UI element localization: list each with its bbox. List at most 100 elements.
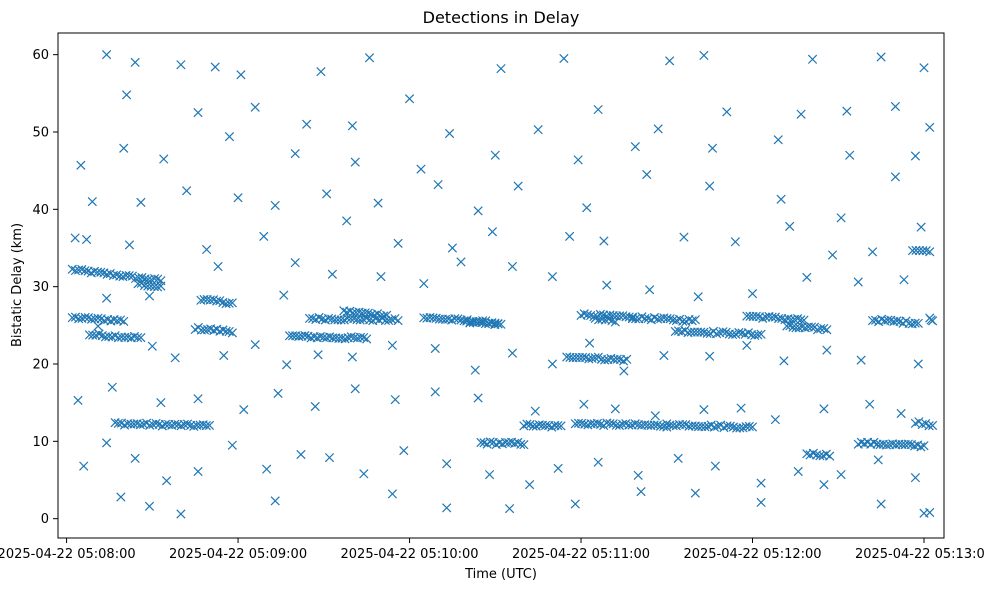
data-point <box>856 355 866 365</box>
data-point <box>336 315 346 325</box>
data-point <box>867 247 878 257</box>
data-point <box>853 277 863 287</box>
data-point <box>201 420 211 431</box>
data-point <box>270 496 280 506</box>
data-point <box>593 457 603 467</box>
data-point <box>524 480 535 490</box>
data-point <box>579 399 589 409</box>
data-point <box>796 109 806 119</box>
data-point <box>727 329 738 340</box>
data-point <box>507 261 518 272</box>
data-point <box>227 440 237 450</box>
data-point <box>753 330 763 340</box>
data-point <box>219 350 229 361</box>
data-point <box>145 420 155 430</box>
data-point <box>176 60 186 70</box>
data-point <box>378 311 389 321</box>
data-point <box>227 328 237 338</box>
data-point <box>416 164 426 174</box>
data-point <box>182 419 193 429</box>
data-point <box>77 264 87 275</box>
data-point <box>73 395 83 405</box>
data-point <box>756 329 766 339</box>
data-point <box>758 313 768 324</box>
data-point <box>159 154 169 164</box>
data-point <box>709 422 720 432</box>
data-point <box>476 437 486 448</box>
data-markers <box>67 50 938 519</box>
data-point <box>592 418 603 428</box>
data-point <box>927 316 938 326</box>
data-point <box>896 408 906 419</box>
data-point <box>181 186 192 196</box>
data-point <box>130 453 140 463</box>
data-point <box>770 415 780 425</box>
data-point <box>747 422 758 432</box>
data-point <box>233 193 243 203</box>
data-point <box>650 411 660 421</box>
data-point <box>890 101 901 112</box>
data-point <box>390 394 400 405</box>
data-point <box>507 348 518 358</box>
data-point <box>327 269 337 279</box>
data-point <box>130 57 140 68</box>
data-point <box>899 275 909 285</box>
data-point <box>705 351 715 361</box>
data-point <box>776 194 786 204</box>
data-point <box>679 232 689 242</box>
data-point <box>364 53 375 63</box>
data-point <box>504 503 515 514</box>
data-point <box>927 420 938 431</box>
data-point <box>730 237 740 247</box>
data-point <box>599 236 609 246</box>
data-point <box>742 340 752 351</box>
data-point <box>718 327 728 337</box>
data-point <box>324 452 335 463</box>
data-point <box>133 279 143 289</box>
data-point <box>101 293 112 303</box>
data-point <box>756 478 766 488</box>
data-point <box>876 499 886 509</box>
data-point <box>262 464 272 474</box>
data-point <box>842 106 852 116</box>
data-point <box>224 326 234 337</box>
data-point <box>149 273 160 284</box>
data-point <box>712 329 722 339</box>
data-point <box>600 355 610 365</box>
data-point <box>570 499 580 509</box>
x-axis-label: Time (UTC) <box>464 567 537 582</box>
y-tick-label: 0 <box>41 512 49 527</box>
data-point <box>914 245 925 256</box>
y-axis: 0 10 20 30 40 50 60 <box>32 48 58 527</box>
y-tick-label: 50 <box>32 125 49 140</box>
data-point <box>610 404 620 414</box>
data-point <box>819 404 829 414</box>
data-point <box>453 314 463 324</box>
data-point <box>176 509 186 519</box>
data-point <box>819 480 829 490</box>
data-point <box>363 308 373 318</box>
data-point <box>547 271 558 282</box>
data-point <box>484 469 495 480</box>
data-point <box>622 354 632 364</box>
data-point <box>516 439 526 450</box>
data-point <box>807 54 818 64</box>
data-point <box>133 332 143 343</box>
x-tick-label: 2025-04-22 05:12:00 <box>683 547 821 562</box>
data-point <box>876 52 886 62</box>
data-point <box>136 332 146 343</box>
data-point <box>573 155 583 165</box>
data-point <box>582 203 592 213</box>
data-point <box>890 172 901 182</box>
data-point <box>96 267 106 277</box>
data-point <box>218 325 228 335</box>
data-point <box>924 421 934 431</box>
data-point <box>290 149 300 159</box>
data-point <box>393 238 403 248</box>
data-point <box>399 445 409 456</box>
data-point <box>442 459 452 469</box>
data-point <box>387 489 398 499</box>
data-point <box>393 315 403 326</box>
data-point <box>359 469 369 479</box>
data-point <box>373 198 383 208</box>
